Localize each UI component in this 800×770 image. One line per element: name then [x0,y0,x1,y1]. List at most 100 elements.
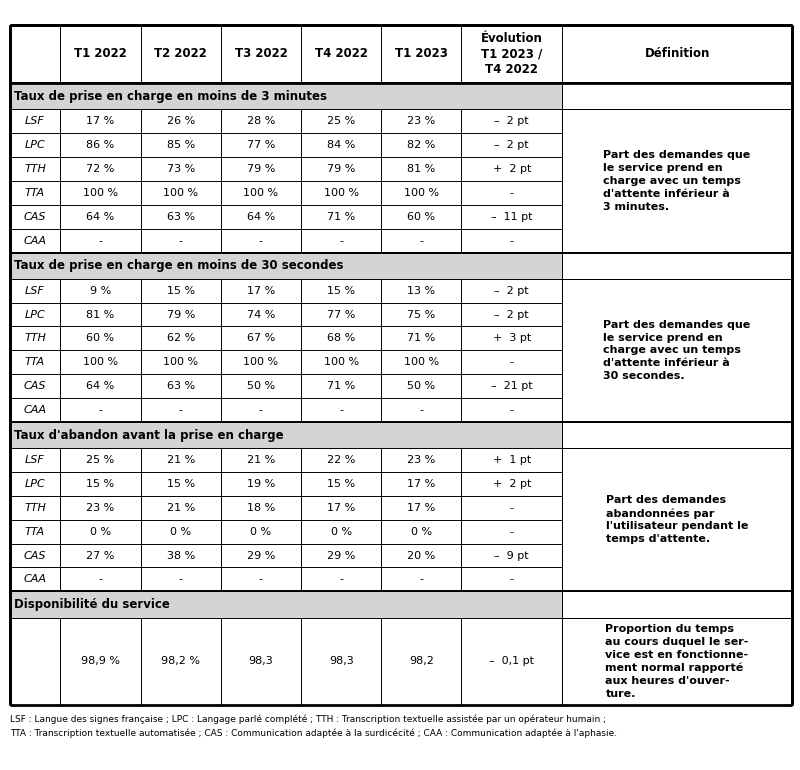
Text: 64 %: 64 % [247,212,275,222]
Text: Proportion du temps
au cours duquel le ser-
vice est en fonctionne-
ment normal : Proportion du temps au cours duquel le s… [606,624,749,698]
Text: 17 %: 17 % [407,479,435,489]
Bar [10,279,562,303]
Text: -: - [510,503,514,513]
Text: 15 %: 15 % [86,479,114,489]
Text: LSF : Langue des signes française ; LPC : Langage parlé complété ; TTH : Transcr: LSF : Langue des signes française ; LPC … [10,715,617,738]
Text: 82 %: 82 % [407,140,435,150]
Bar [10,472,562,496]
Text: 26 %: 26 % [166,116,195,126]
Text: TTA: TTA [25,188,45,198]
Text: -: - [419,236,423,246]
Bar [10,133,562,157]
Text: TTH: TTH [24,503,46,513]
Text: 64 %: 64 % [86,381,114,391]
Text: 60 %: 60 % [86,333,114,343]
Text: 79 %: 79 % [327,164,355,174]
Text: 23 %: 23 % [407,116,435,126]
Text: -: - [339,236,343,246]
Text: T3 2022: T3 2022 [234,48,287,60]
Bar [10,618,562,705]
Text: -: - [98,574,102,584]
Bar [10,253,562,279]
Text: –  0,1 pt: – 0,1 pt [490,657,534,666]
Text: T1 2023: T1 2023 [395,48,448,60]
Text: LPC: LPC [25,310,46,320]
Bar [10,205,562,229]
Text: 63 %: 63 % [166,381,195,391]
Bar [562,253,792,279]
Text: Taux de prise en charge en moins de 3 minutes: Taux de prise en charge en moins de 3 mi… [14,90,327,102]
Bar [10,591,562,618]
Text: 98,3: 98,3 [249,657,274,666]
Text: Définition: Définition [644,48,710,60]
Bar [10,398,562,422]
Text: –  21 pt: – 21 pt [491,381,533,391]
Bar [562,618,792,705]
Text: 67 %: 67 % [247,333,275,343]
Text: 100 %: 100 % [404,188,439,198]
Text: -: - [510,405,514,415]
Bar [10,374,562,398]
Text: -: - [98,405,102,415]
Text: 15 %: 15 % [327,479,355,489]
Text: 50 %: 50 % [407,381,435,391]
Bar [10,350,562,374]
Text: TTH: TTH [24,333,46,343]
Text: 62 %: 62 % [166,333,195,343]
Text: TTA: TTA [25,527,45,537]
Text: 100 %: 100 % [163,357,198,367]
Text: 17 %: 17 % [247,286,275,296]
Bar [10,326,562,350]
Text: 100 %: 100 % [404,357,439,367]
Text: 77 %: 77 % [327,310,355,320]
Text: -: - [419,405,423,415]
Text: 100 %: 100 % [83,357,118,367]
Text: 98,2: 98,2 [409,657,434,666]
Text: 98,9 %: 98,9 % [81,657,120,666]
Text: 18 %: 18 % [247,503,275,513]
Bar [10,448,562,472]
Text: 15 %: 15 % [166,479,195,489]
Text: Part des demandes que
le service prend en
charge avec un temps
d'attente inférie: Part des demandes que le service prend e… [603,150,750,212]
Text: 9 %: 9 % [90,286,111,296]
Text: -: - [339,405,343,415]
Text: 0 %: 0 % [250,527,271,537]
Text: CAA: CAA [23,405,46,415]
Text: -: - [178,574,182,584]
Text: 20 %: 20 % [407,551,435,561]
Text: 28 %: 28 % [246,116,275,126]
Text: 77 %: 77 % [246,140,275,150]
Text: 100 %: 100 % [323,357,358,367]
Text: 50 %: 50 % [247,381,275,391]
Text: Part des demandes que
le service prend en
charge avec un temps
d'attente inférie: Part des demandes que le service prend e… [603,320,750,381]
Text: 21 %: 21 % [247,455,275,465]
Text: 72 %: 72 % [86,164,114,174]
Text: CAS: CAS [24,381,46,391]
Text: 79 %: 79 % [166,310,195,320]
Bar [10,25,792,83]
Text: 100 %: 100 % [243,188,278,198]
Text: 15 %: 15 % [166,286,195,296]
Text: 21 %: 21 % [166,455,195,465]
Bar [10,303,562,326]
Text: –  11 pt: – 11 pt [491,212,533,222]
Bar [10,520,562,544]
Text: 22 %: 22 % [327,455,355,465]
Text: 23 %: 23 % [86,503,114,513]
Bar [10,157,562,181]
Text: Disponibilité du service: Disponibilité du service [14,598,170,611]
Text: 71 %: 71 % [327,212,355,222]
Bar [562,83,792,109]
Text: TTH: TTH [24,164,46,174]
Text: 0 %: 0 % [330,527,352,537]
Text: 74 %: 74 % [246,310,275,320]
Text: -: - [259,574,263,584]
Text: -: - [98,236,102,246]
Text: 81 %: 81 % [86,310,114,320]
Text: T1 2022: T1 2022 [74,48,127,60]
Text: Taux de prise en charge en moins de 30 secondes: Taux de prise en charge en moins de 30 s… [14,259,344,272]
Text: -: - [510,188,514,198]
Text: 0 %: 0 % [90,527,111,537]
Text: 13 %: 13 % [407,286,435,296]
Text: 71 %: 71 % [327,381,355,391]
